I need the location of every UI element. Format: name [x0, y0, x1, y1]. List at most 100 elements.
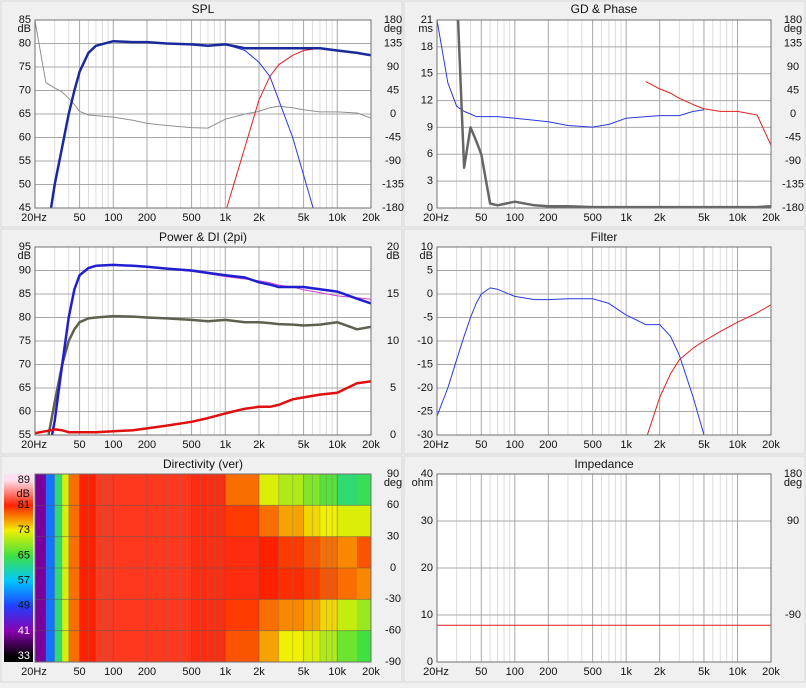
- x-tick-label: 50: [475, 212, 487, 224]
- plot-layer: [35, 247, 371, 435]
- x-tick-label: 20Hz: [21, 439, 47, 451]
- heat-cell: [191, 568, 226, 600]
- x-tick-label: 20k: [362, 212, 380, 224]
- colorbar-tick-label: 73: [18, 524, 30, 536]
- x-tick-label: 10k: [328, 439, 346, 451]
- x-tick-label: 200: [138, 439, 156, 451]
- chart-title: Directivity (ver): [163, 457, 243, 471]
- y2-axis-unit: dB: [386, 250, 399, 262]
- heat-cell: [337, 568, 358, 600]
- heat-cell: [95, 630, 114, 662]
- x-tick-label: 1k: [219, 666, 231, 678]
- y-tick-label: 85: [19, 288, 31, 300]
- plot-border: [34, 246, 372, 436]
- x-tick-label: 10k: [729, 666, 747, 678]
- series-line: [456, 20, 771, 208]
- y-tick-label: 18: [421, 41, 433, 53]
- y-tick-label: 0: [427, 288, 433, 300]
- heat-cell: [68, 599, 81, 632]
- heat-cell: [68, 568, 81, 600]
- y2-tick-label: 180: [784, 14, 802, 26]
- y-tick-label: 20: [421, 562, 433, 574]
- x-tick-label: 5k: [698, 666, 710, 678]
- heat-cell: [191, 536, 226, 569]
- x-tick-label: 500: [182, 666, 200, 678]
- plot-border: [436, 19, 772, 209]
- y2-tick-label: 5: [390, 382, 396, 394]
- heat-cell: [95, 568, 114, 600]
- x-tick-label: 5k: [298, 212, 310, 224]
- heat-cell: [45, 599, 56, 632]
- heat-cell: [191, 630, 226, 662]
- series-line: [646, 304, 771, 435]
- plot-border: [436, 473, 772, 663]
- x-tick-label: 50: [73, 439, 85, 451]
- plot-layer: [35, 474, 371, 662]
- y-tick-label: 65: [19, 108, 31, 120]
- x-tick-label: 500: [583, 666, 601, 678]
- y2-tick-label: -30: [385, 593, 401, 605]
- colorbar-segment: [4, 505, 33, 531]
- heat-cell: [147, 474, 193, 506]
- heat-cell: [68, 505, 81, 538]
- x-tick-label: 500: [583, 439, 601, 451]
- plot-border: [436, 246, 772, 436]
- heat-cell: [357, 474, 371, 506]
- x-tick-label: 200: [138, 212, 156, 224]
- heat-cell: [319, 568, 338, 600]
- x-tick-label: 20k: [362, 439, 380, 451]
- y2-tick-label: 180: [384, 14, 402, 26]
- heat-cell: [303, 474, 321, 506]
- y-tick-label: 10: [421, 609, 433, 621]
- heat-cell: [259, 568, 280, 600]
- y2-tick-label: 135: [784, 37, 802, 49]
- heat-cell: [95, 599, 114, 632]
- heat-cell: [303, 536, 321, 569]
- y-tick-label: 0: [427, 202, 433, 214]
- y-tick-label: 21: [421, 14, 433, 26]
- heat-cell: [225, 568, 260, 600]
- heat-cell: [337, 505, 358, 538]
- heat-cell: [95, 505, 114, 538]
- colorbar-segment: [4, 530, 33, 556]
- colorbar-unit: dB: [17, 488, 30, 500]
- heat-cell: [45, 505, 56, 538]
- heat-cell: [147, 536, 193, 569]
- heat-cell: [278, 505, 305, 538]
- heat-cell: [259, 474, 280, 506]
- x-tick-label: 10k: [328, 212, 346, 224]
- y2-tick-label: 15: [387, 288, 399, 300]
- series-line: [47, 314, 371, 435]
- plot-border: [34, 19, 372, 209]
- y2-tick-label: -90: [385, 155, 401, 167]
- y-axis-unit: dB: [18, 23, 31, 35]
- colorbar-tick-label: 81: [18, 499, 30, 511]
- colorbar-tick-label: 57: [18, 574, 30, 586]
- y2-tick-label: -135: [382, 178, 404, 190]
- x-tick-label: 500: [583, 212, 601, 224]
- y-tick-label: 70: [19, 84, 31, 96]
- x-tick-label: 200: [539, 666, 557, 678]
- y-tick-label: 50: [19, 178, 31, 190]
- heat-cell: [259, 536, 280, 569]
- heat-cell: [79, 505, 97, 538]
- y-tick-label: 9: [427, 121, 433, 133]
- x-tick-label: 1k: [620, 212, 632, 224]
- y-tick-label: 55: [19, 155, 31, 167]
- heat-cell: [95, 536, 114, 569]
- heat-cell: [357, 536, 371, 569]
- y-tick-label: 3: [427, 175, 433, 187]
- series-line: [645, 81, 771, 146]
- y-tick-label: 12: [421, 94, 433, 106]
- x-tick-label: 1k: [620, 439, 632, 451]
- y2-tick-label: 0: [390, 562, 396, 574]
- heat-cell: [35, 599, 47, 632]
- plot-layer: [437, 20, 771, 208]
- x-tick-label: 20Hz: [423, 666, 449, 678]
- heat-cell: [62, 505, 70, 538]
- colorbar-segment: [4, 480, 33, 506]
- x-tick-label: 2k: [253, 212, 265, 224]
- heat-cell: [278, 630, 305, 662]
- y-tick-label: 60: [19, 131, 31, 143]
